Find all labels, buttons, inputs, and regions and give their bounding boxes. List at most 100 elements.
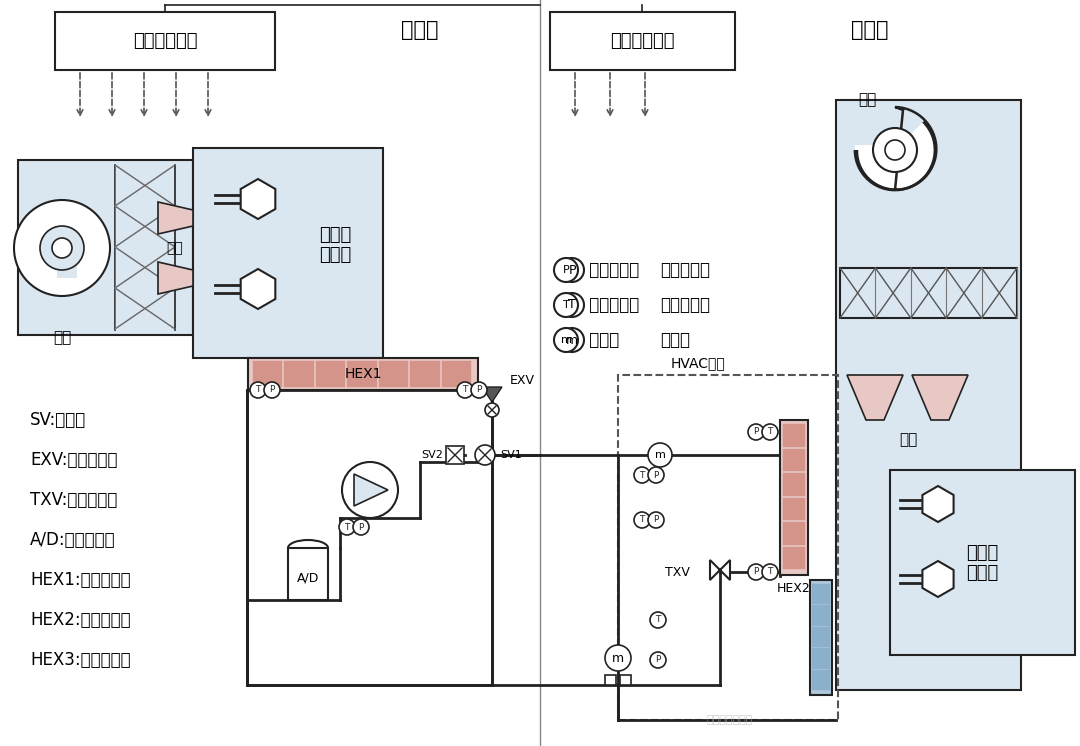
Polygon shape bbox=[912, 375, 968, 420]
Bar bbox=[780, 420, 808, 575]
Bar bbox=[315, 361, 346, 387]
Bar bbox=[812, 627, 831, 648]
Bar bbox=[812, 584, 831, 604]
Text: 温度传感器: 温度传感器 bbox=[584, 296, 639, 314]
Circle shape bbox=[554, 293, 578, 317]
Text: SV1: SV1 bbox=[500, 450, 522, 460]
Text: 风机: 风机 bbox=[858, 93, 876, 107]
Text: P: P bbox=[656, 656, 661, 665]
Text: P: P bbox=[754, 568, 758, 577]
Bar bbox=[193, 148, 383, 358]
Bar bbox=[783, 473, 805, 495]
Text: Ⓣ: Ⓣ bbox=[563, 296, 573, 314]
Bar bbox=[284, 361, 314, 387]
Polygon shape bbox=[354, 474, 388, 506]
Text: EXV:电子膨胀阀: EXV:电子膨胀阀 bbox=[30, 451, 118, 469]
Bar bbox=[783, 547, 805, 569]
Circle shape bbox=[40, 226, 84, 270]
Wedge shape bbox=[855, 122, 935, 190]
Text: 温度传感器: 温度传感器 bbox=[660, 296, 710, 314]
Circle shape bbox=[554, 328, 578, 352]
Text: A/D:气液分离器: A/D:气液分离器 bbox=[30, 531, 116, 549]
Circle shape bbox=[748, 564, 764, 580]
Circle shape bbox=[457, 382, 473, 398]
Text: ⓜ: ⓜ bbox=[563, 331, 573, 349]
Text: EXV: EXV bbox=[510, 374, 535, 386]
Circle shape bbox=[885, 140, 905, 160]
Bar bbox=[379, 361, 408, 387]
Bar bbox=[812, 670, 831, 690]
Text: HEX2:室内冷凝器: HEX2:室内冷凝器 bbox=[30, 611, 131, 629]
Wedge shape bbox=[14, 200, 110, 296]
Bar bbox=[812, 648, 831, 668]
Bar bbox=[446, 446, 464, 464]
Text: m: m bbox=[566, 333, 578, 346]
Text: 环境控制系统: 环境控制系统 bbox=[610, 32, 674, 50]
Circle shape bbox=[648, 467, 664, 483]
Text: P: P bbox=[653, 515, 659, 524]
Bar bbox=[605, 675, 616, 685]
Bar bbox=[248, 358, 478, 390]
Circle shape bbox=[648, 443, 672, 467]
Circle shape bbox=[342, 462, 399, 518]
Circle shape bbox=[339, 519, 355, 535]
Bar bbox=[783, 424, 805, 447]
Text: T: T bbox=[639, 515, 645, 524]
Bar bbox=[410, 361, 440, 387]
Text: T: T bbox=[563, 300, 569, 310]
Text: 流量计: 流量计 bbox=[584, 331, 619, 349]
Circle shape bbox=[762, 564, 778, 580]
Text: TXV: TXV bbox=[665, 565, 690, 578]
Text: T: T bbox=[255, 386, 260, 395]
Text: m: m bbox=[654, 450, 665, 460]
Circle shape bbox=[353, 519, 369, 535]
Circle shape bbox=[634, 512, 650, 528]
Text: T: T bbox=[462, 386, 468, 395]
Text: T: T bbox=[345, 522, 350, 531]
Circle shape bbox=[561, 328, 584, 352]
Text: Ⓟ: Ⓟ bbox=[563, 261, 573, 279]
Polygon shape bbox=[847, 375, 903, 420]
Text: T: T bbox=[639, 471, 645, 480]
Text: T: T bbox=[568, 298, 576, 312]
Text: 喷嘴: 喷嘴 bbox=[166, 241, 184, 255]
Circle shape bbox=[650, 652, 666, 668]
Bar bbox=[620, 675, 631, 685]
Polygon shape bbox=[710, 560, 730, 580]
Text: T: T bbox=[656, 615, 661, 624]
Text: 汽车热管理之家: 汽车热管理之家 bbox=[706, 715, 753, 725]
Circle shape bbox=[561, 293, 584, 317]
Circle shape bbox=[471, 382, 487, 398]
Text: P: P bbox=[653, 471, 659, 480]
Text: SV:电磁阀: SV:电磁阀 bbox=[30, 411, 86, 429]
Bar bbox=[442, 361, 471, 387]
Text: HEX1:室外换热器: HEX1:室外换热器 bbox=[30, 571, 131, 589]
Text: P: P bbox=[359, 522, 364, 531]
Circle shape bbox=[264, 382, 280, 398]
Text: 流量计: 流量计 bbox=[660, 331, 690, 349]
Polygon shape bbox=[158, 202, 193, 234]
Polygon shape bbox=[482, 387, 502, 402]
Text: 室外侧: 室外侧 bbox=[402, 20, 438, 40]
Bar bbox=[783, 448, 805, 471]
Text: 风机: 风机 bbox=[53, 330, 71, 345]
Text: 温湿度
传感器: 温湿度 传感器 bbox=[966, 544, 998, 583]
Bar bbox=[812, 606, 831, 626]
Polygon shape bbox=[158, 262, 193, 294]
Bar bbox=[57, 258, 77, 278]
Circle shape bbox=[249, 382, 266, 398]
Bar bbox=[783, 522, 805, 545]
Bar bbox=[836, 100, 1021, 690]
Circle shape bbox=[748, 424, 764, 440]
Text: T: T bbox=[767, 427, 772, 436]
Text: 环境控制系统: 环境控制系统 bbox=[133, 32, 198, 50]
Text: P: P bbox=[269, 386, 274, 395]
Bar bbox=[55, 12, 275, 70]
Circle shape bbox=[554, 258, 578, 282]
Circle shape bbox=[873, 128, 917, 172]
Bar bbox=[810, 580, 832, 695]
Text: 压力传感器: 压力传感器 bbox=[660, 261, 710, 279]
Text: P: P bbox=[563, 265, 569, 275]
Text: SV2: SV2 bbox=[421, 450, 443, 460]
Bar bbox=[783, 498, 805, 520]
